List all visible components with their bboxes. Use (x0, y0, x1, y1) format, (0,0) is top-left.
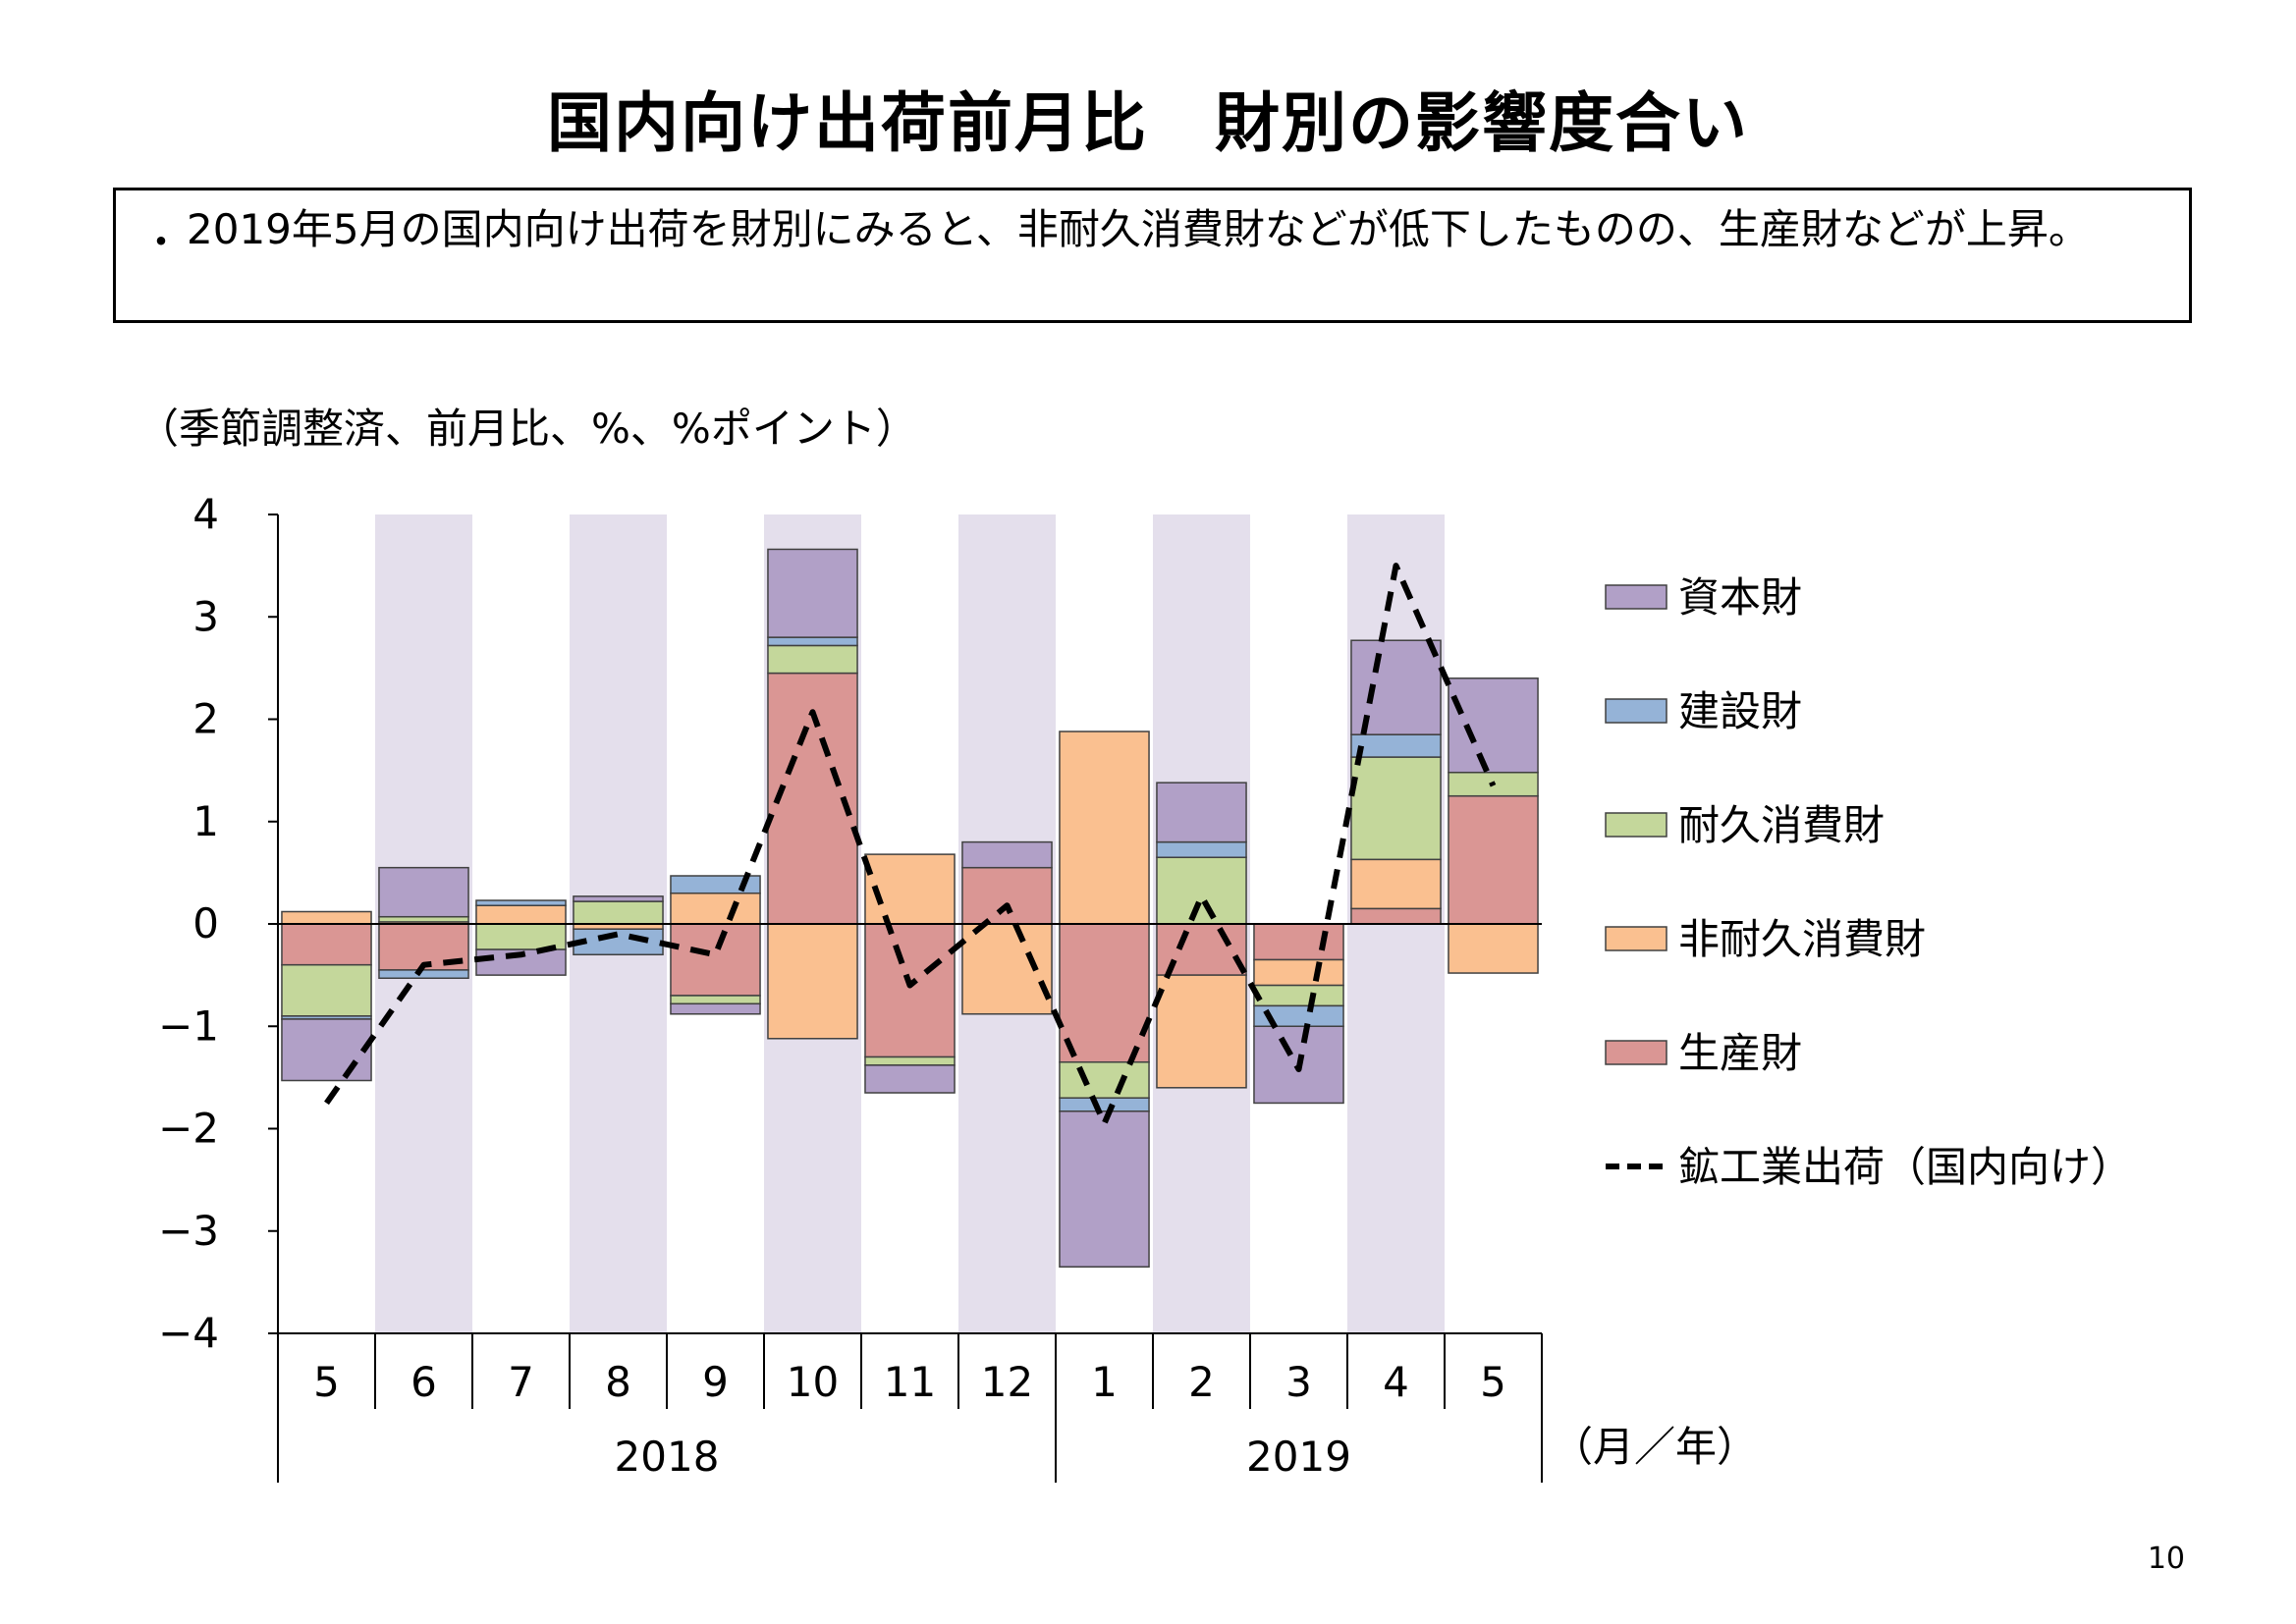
bar-segment (864, 1056, 956, 1066)
y-tick-label: −3 (158, 1207, 219, 1255)
bar-segment (1350, 733, 1442, 758)
x-tick-label: 12 (981, 1358, 1033, 1406)
x-tick-label: 1 (1091, 1358, 1118, 1406)
bar-segment (281, 923, 372, 966)
bar-segment (1059, 731, 1150, 925)
legend-label: 資本財 (1678, 573, 1802, 622)
y-tick-label: 1 (192, 797, 219, 845)
summary-text: 2019年5月の国内向け出荷を財別にみると、非耐久消費財などが低下したものの、生… (187, 205, 2090, 253)
x-tick-label: 6 (410, 1358, 437, 1406)
page-title: 国内向け出荷前月比 財別の影響度合い (547, 85, 1749, 161)
bar-segment (1156, 840, 1247, 858)
legend-swatch (1605, 584, 1667, 610)
legend-label: 非耐久消費財 (1678, 915, 1926, 963)
bar-segment (670, 923, 761, 997)
bar-segment (1059, 1097, 1150, 1112)
bar-segment (767, 636, 858, 647)
bar-segment (1059, 1110, 1150, 1268)
x-unit-label: （月／年） (1552, 1423, 1758, 1471)
legend-label: 建設財 (1678, 687, 1802, 735)
y-tick-label: 4 (192, 490, 219, 538)
bars (281, 548, 1539, 1268)
legend-label: 生産財 (1678, 1029, 1802, 1077)
bar-segment (475, 904, 567, 925)
x-tick-label: 8 (605, 1358, 631, 1406)
bar-segment (670, 875, 761, 894)
bar-segment (573, 895, 664, 902)
bar-segment (378, 969, 469, 980)
bar-segment (1059, 923, 1150, 1063)
summary-bullet: ・ (141, 220, 181, 265)
bar-segment (670, 892, 761, 925)
bar-segment (1253, 923, 1344, 961)
bar-segment (1156, 782, 1247, 843)
bar-segment (1448, 923, 1539, 974)
bar-segment (475, 923, 567, 950)
legend-swatch (1605, 1040, 1667, 1065)
y-tick-label: 2 (192, 695, 219, 743)
bar-segment (1156, 974, 1247, 1089)
total-line (324, 563, 1497, 1127)
x-tick-label: 5 (313, 1358, 340, 1406)
legend-label: 耐久消費財 (1678, 801, 1885, 849)
bar-segment (1059, 1060, 1150, 1099)
axes (268, 514, 1543, 1483)
y-tick-label: 0 (192, 899, 219, 947)
bar-segment (670, 995, 761, 1005)
legend-swatch (1605, 812, 1667, 838)
bar-segment (1253, 984, 1344, 1007)
units-note: （季節調整済、前月比、%、%ポイント） (137, 405, 917, 453)
bar-segment (475, 899, 567, 906)
bar-segment (1350, 858, 1442, 910)
x-tick-label: 7 (508, 1358, 534, 1406)
bar-segment (281, 910, 372, 925)
y-tick-label: −2 (158, 1105, 219, 1153)
legend-swatch (1605, 698, 1667, 724)
bar-segment (1350, 756, 1442, 861)
bar-segment (767, 644, 858, 675)
y-tick-label: 3 (192, 592, 219, 640)
bar-segment (767, 923, 858, 1040)
bar-segment (864, 923, 956, 1058)
page-number: 10 (2147, 1542, 2185, 1576)
bar-segment (767, 548, 858, 638)
bar-segment (378, 915, 469, 923)
bar-segment (961, 866, 1053, 925)
x-tick-label: 9 (702, 1358, 729, 1406)
bar-segment (961, 840, 1053, 869)
summary-box: ・ 2019年5月の国内向け出荷を財別にみると、非耐久消費財などが低下したものの… (113, 188, 2192, 323)
bar-segment (1448, 794, 1539, 925)
x-tick-label: 3 (1285, 1358, 1312, 1406)
legend-swatch (1605, 926, 1667, 951)
x-tick-label: 5 (1480, 1358, 1506, 1406)
y-tick-label: −4 (158, 1309, 219, 1357)
x-tick-label: 10 (787, 1358, 839, 1406)
x-group-label: 2018 (615, 1433, 720, 1481)
bar-segment (573, 900, 664, 925)
y-tick-label: −1 (158, 1001, 219, 1050)
legend-label: 鉱工業出荷（国内向け） (1678, 1143, 2132, 1191)
bar-segment (1350, 907, 1442, 925)
bar-segment (864, 1064, 956, 1094)
x-tick-label: 4 (1383, 1358, 1409, 1406)
bar-segment (281, 1018, 372, 1082)
bar-segment (378, 866, 469, 918)
bar-segment (281, 963, 372, 1017)
bar-segment (1253, 958, 1344, 987)
x-tick-label: 11 (884, 1358, 936, 1406)
x-tick-label: 2 (1188, 1358, 1215, 1406)
bar-segment (1156, 856, 1247, 925)
x-group-label: 2019 (1246, 1433, 1351, 1481)
bar-segment (1448, 677, 1539, 774)
bar-segment (670, 1002, 761, 1015)
total-line-layer (324, 563, 1497, 1127)
